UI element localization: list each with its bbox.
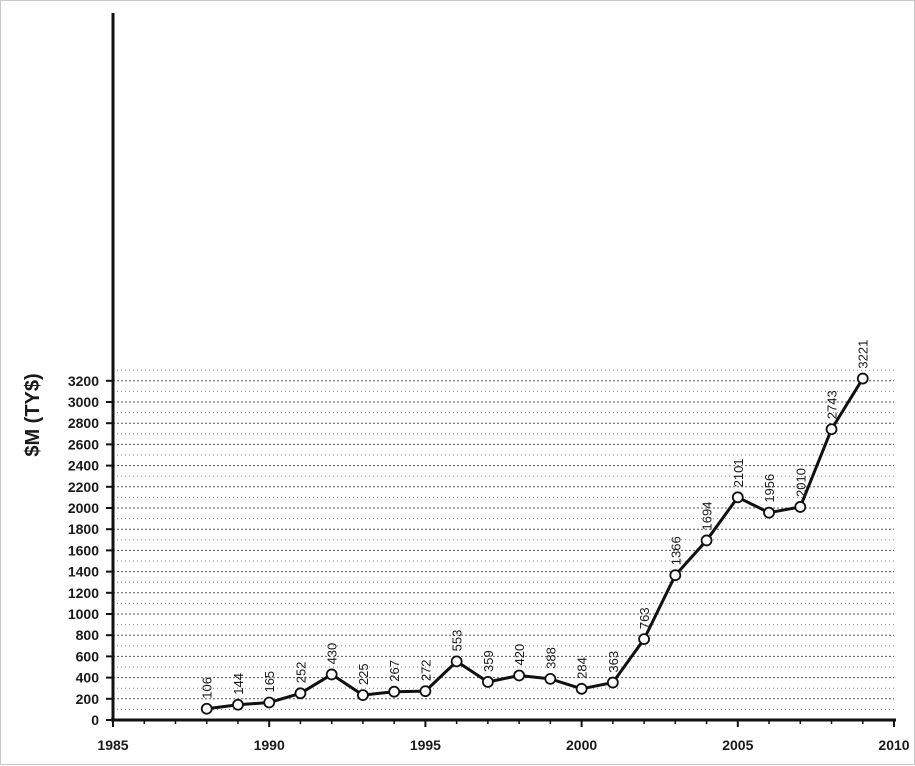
data-label: 252 — [293, 662, 308, 684]
data-label: 763 — [637, 607, 652, 629]
data-point — [419, 685, 432, 698]
data-label: 1366 — [668, 536, 683, 565]
x-tick-label: 2000 — [566, 737, 597, 753]
data-point — [357, 689, 369, 701]
data-label: 1694 — [700, 502, 715, 531]
data-label: 284 — [575, 657, 590, 679]
y-tick-label: 2200 — [68, 479, 99, 495]
data-label: 225 — [356, 663, 371, 685]
x-tick-label: 1990 — [254, 737, 285, 753]
data-label: 272 — [418, 659, 433, 681]
x-tick-label: 1985 — [97, 737, 128, 753]
data-point — [450, 655, 463, 668]
y-tick-label: 800 — [76, 627, 100, 643]
data-point — [232, 698, 244, 711]
data-point — [263, 696, 276, 709]
data-point — [731, 491, 744, 504]
x-tick-label: 2005 — [722, 737, 753, 753]
data-point — [575, 682, 588, 695]
data-label: 3221 — [856, 340, 871, 369]
data-label: 553 — [450, 630, 465, 652]
gridlines — [113, 369, 894, 710]
axes — [106, 13, 896, 727]
data-point — [794, 501, 807, 513]
y-tick-label: 3000 — [68, 394, 99, 410]
data-point — [388, 685, 401, 698]
data-label: 420 — [512, 644, 527, 666]
y-tick-label: 1200 — [68, 585, 99, 601]
data-label: 165 — [262, 671, 277, 693]
data-point — [606, 676, 619, 689]
y-tick-label: 1600 — [68, 542, 99, 558]
data-label: 267 — [387, 660, 402, 682]
y-axis-title: $M (TY$) — [22, 373, 44, 456]
data-label: 388 — [543, 647, 558, 669]
data-label: 2101 — [731, 458, 746, 487]
data-label: 430 — [325, 643, 340, 665]
data-labels-layer: 106 144 165 252 430 225 267 272 553 359 420 388 284 3… — [200, 340, 871, 699]
data-label: 106 — [200, 677, 215, 699]
data-label: 2743 — [825, 390, 840, 419]
data-label: 359 — [481, 650, 496, 672]
series-line — [206, 377, 865, 711]
data-point — [325, 668, 338, 681]
y-tick-label: 2000 — [68, 500, 99, 516]
data-label: 1956 — [762, 474, 777, 503]
data-point — [638, 633, 650, 646]
data-point — [544, 672, 557, 685]
y-tick-label: 200 — [76, 691, 100, 707]
y-tick-label: 2600 — [68, 436, 99, 452]
data-point — [700, 534, 713, 547]
data-point — [763, 506, 775, 519]
y-tick-label: 0 — [91, 712, 99, 728]
data-label: 363 — [606, 651, 621, 673]
y-tick-label: 600 — [76, 648, 100, 664]
series-layer — [200, 372, 869, 715]
data-point — [825, 423, 838, 436]
y-tick-label: 1400 — [68, 564, 99, 580]
y-tick-label: 3200 — [68, 373, 99, 389]
data-point — [481, 676, 494, 688]
y-tick-label: 1000 — [68, 606, 99, 622]
data-label: 144 — [231, 673, 246, 695]
y-tick-label: 400 — [76, 670, 100, 686]
x-tick-label: 1995 — [410, 737, 441, 753]
data-point — [294, 687, 307, 700]
tick-labels: 0 200 400 600 800 1000 1200 1400 1600 1800 2000 220… — [68, 373, 910, 753]
data-point — [856, 372, 869, 385]
data-label: 2010 — [793, 468, 808, 497]
x-tick-label: 2010 — [878, 737, 909, 753]
data-point — [513, 669, 526, 682]
y-tick-label: 2800 — [68, 415, 99, 431]
y-tick-label: 2400 — [68, 458, 99, 474]
data-point — [200, 702, 213, 715]
data-point — [669, 569, 682, 582]
y-tick-label: 1800 — [68, 521, 99, 537]
